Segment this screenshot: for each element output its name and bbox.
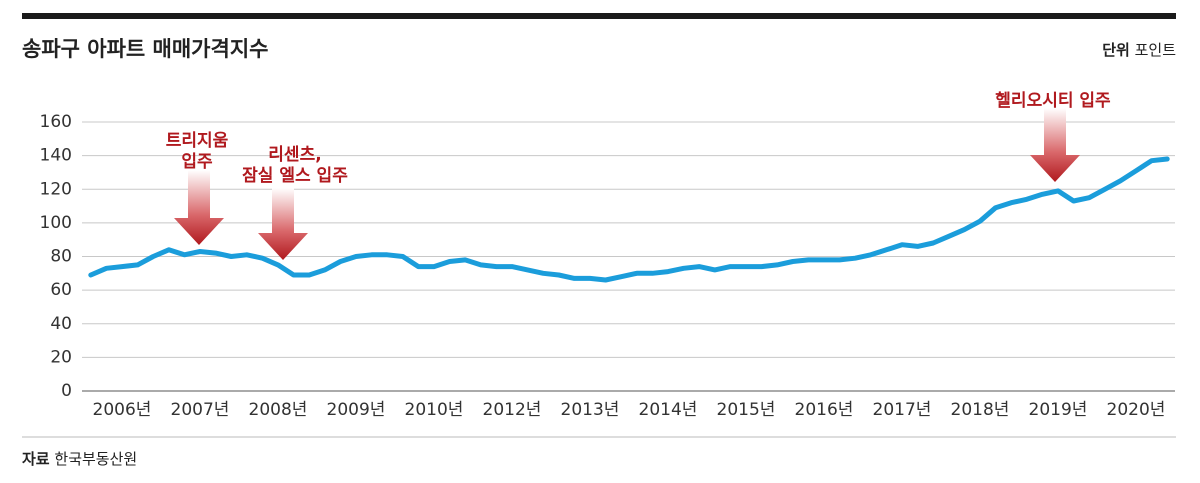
source: 자료 한국부동산원 <box>22 450 137 468</box>
x-tick-label: 2009년 <box>327 400 386 420</box>
annotation-arrow <box>174 170 224 245</box>
plot: 0 20 40 60 80 100 120 140 160 2006년 2007년 2008년 2009… <box>40 91 1175 420</box>
x-tick-label: 2020년 <box>1107 400 1166 420</box>
x-tick-label: 2018년 <box>951 400 1010 420</box>
annotation-text: 잠실 엘스 입주 <box>242 166 348 186</box>
annotation-text: 헬리오시티 입주 <box>995 91 1111 111</box>
x-tick-label: 2007년 <box>171 400 230 420</box>
unit: 단위 포인트 <box>1102 41 1176 59</box>
x-tick-label: 2013년 <box>561 400 620 420</box>
annotation-text: 입주 <box>181 152 213 172</box>
annotation-arrow <box>258 188 308 260</box>
x-tick-label: 2006년 <box>93 400 152 420</box>
x-tick-label: 2017년 <box>873 400 932 420</box>
source-value: 한국부동산원 <box>54 450 137 468</box>
top-bar <box>22 13 1176 19</box>
annotation-arrow <box>1030 108 1080 182</box>
y-tick-label: 60 <box>50 280 72 300</box>
y-tick-label: 140 <box>40 146 72 166</box>
source-label: 자료 <box>22 450 50 468</box>
y-tick-label: 80 <box>50 247 72 267</box>
annotation-text: 리센츠, <box>268 145 321 165</box>
x-tick-label: 2012년 <box>483 400 542 420</box>
y-tick-label: 40 <box>50 314 72 334</box>
x-tick-label: 2014년 <box>639 400 698 420</box>
data-line <box>88 156 1170 283</box>
y-tick-label: 20 <box>50 347 72 367</box>
x-tick-label: 2010년 <box>405 400 464 420</box>
x-tick-label: 2019년 <box>1029 400 1088 420</box>
y-tick-label: 100 <box>40 213 72 233</box>
x-tick-label: 2015년 <box>717 400 776 420</box>
unit-label: 단위 <box>1102 41 1130 59</box>
y-tick-label: 160 <box>40 112 72 132</box>
x-tick-label: 2008년 <box>249 400 308 420</box>
unit-value: 포인트 <box>1135 41 1177 59</box>
chart-title: 송파구 아파트 매매가격지수 <box>22 37 268 61</box>
y-tick-label: 0 <box>61 381 72 401</box>
annotation-text: 트리지움 <box>166 131 229 151</box>
x-tick-label: 2016년 <box>795 400 854 420</box>
y-tick-label: 120 <box>40 179 72 199</box>
